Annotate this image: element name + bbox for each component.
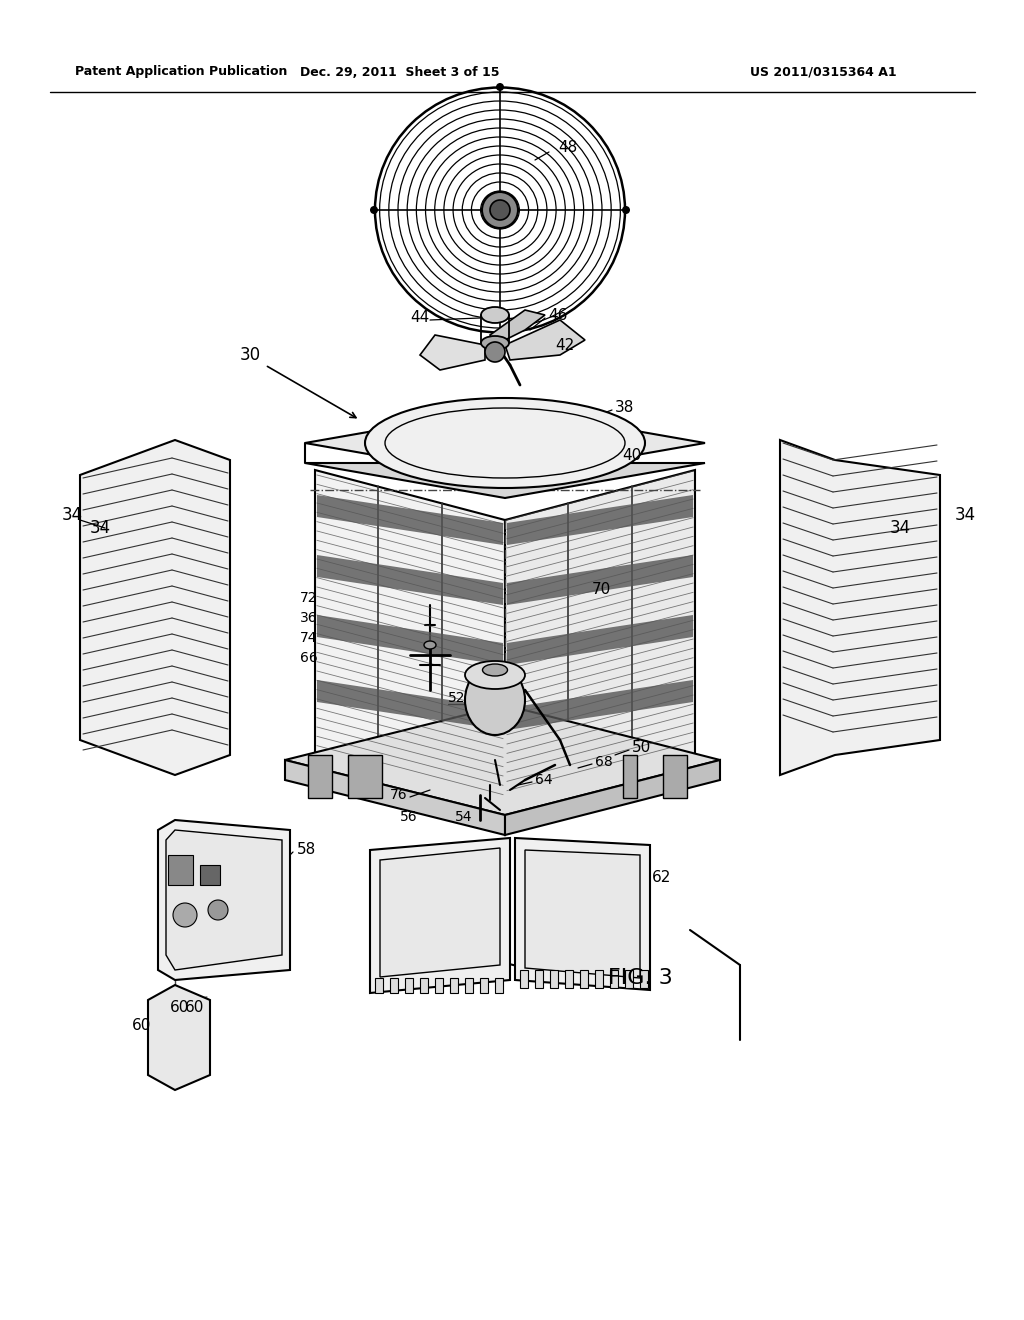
Bar [535, 970, 543, 987]
Bar [520, 970, 528, 987]
Circle shape [490, 201, 510, 220]
Ellipse shape [481, 337, 509, 350]
Bar [465, 978, 473, 993]
Polygon shape [158, 820, 290, 979]
Polygon shape [315, 470, 505, 810]
Text: 36: 36 [300, 611, 317, 624]
Polygon shape [166, 830, 282, 970]
Ellipse shape [365, 399, 645, 488]
Circle shape [482, 191, 518, 228]
Text: 58: 58 [297, 842, 316, 858]
Polygon shape [317, 554, 503, 605]
Text: 34: 34 [890, 519, 911, 537]
Text: Dec. 29, 2011  Sheet 3 of 15: Dec. 29, 2011 Sheet 3 of 15 [300, 66, 500, 78]
Circle shape [496, 83, 504, 91]
Bar [406, 978, 413, 993]
Text: 48: 48 [558, 140, 578, 156]
Text: 60: 60 [132, 1018, 152, 1032]
Polygon shape [420, 335, 485, 370]
Text: 56: 56 [400, 810, 418, 824]
Bar [550, 970, 558, 987]
Text: 34: 34 [955, 506, 976, 524]
Text: 60: 60 [185, 1001, 205, 1015]
Polygon shape [507, 554, 693, 605]
Text: 54: 54 [455, 810, 472, 824]
Ellipse shape [465, 665, 525, 735]
Polygon shape [515, 838, 650, 990]
Text: 68: 68 [595, 755, 612, 770]
Text: 72: 72 [300, 591, 317, 605]
Bar [390, 978, 398, 993]
Polygon shape [348, 755, 382, 799]
Polygon shape [505, 760, 720, 836]
Bar [565, 970, 573, 987]
Polygon shape [507, 495, 693, 545]
Polygon shape [285, 760, 505, 836]
Polygon shape [490, 310, 545, 345]
Text: 74: 74 [300, 631, 317, 645]
Text: 52: 52 [449, 690, 466, 705]
Text: 66: 66 [300, 651, 317, 665]
Text: US 2011/0315364 A1: US 2011/0315364 A1 [750, 66, 897, 78]
Text: 44: 44 [410, 310, 429, 326]
Ellipse shape [481, 308, 509, 323]
Text: 76: 76 [390, 788, 408, 803]
Bar [435, 978, 443, 993]
Text: 34: 34 [62, 506, 83, 524]
Polygon shape [285, 705, 720, 814]
Polygon shape [380, 847, 500, 977]
Polygon shape [305, 408, 705, 478]
Polygon shape [505, 470, 695, 810]
Bar [640, 970, 648, 987]
Circle shape [208, 900, 228, 920]
Text: 50: 50 [632, 741, 651, 755]
Polygon shape [80, 440, 230, 775]
Circle shape [496, 329, 504, 337]
Polygon shape [505, 319, 585, 360]
Polygon shape [148, 985, 210, 1090]
Bar [420, 978, 428, 993]
Bar [200, 865, 220, 884]
Text: 46: 46 [548, 308, 567, 322]
Bar [610, 970, 618, 987]
Text: 42: 42 [555, 338, 574, 352]
Polygon shape [317, 495, 503, 545]
Polygon shape [507, 680, 693, 730]
Bar [625, 970, 633, 987]
Bar [480, 978, 488, 993]
Ellipse shape [465, 661, 525, 689]
Polygon shape [507, 615, 693, 665]
Text: 40: 40 [622, 447, 641, 462]
Text: 38: 38 [615, 400, 635, 416]
Ellipse shape [424, 642, 436, 649]
Circle shape [622, 206, 630, 214]
Bar [450, 978, 458, 993]
Bar [375, 978, 383, 993]
Bar [580, 970, 588, 987]
Polygon shape [317, 680, 503, 730]
Polygon shape [623, 755, 637, 799]
Ellipse shape [482, 664, 508, 676]
Polygon shape [663, 755, 687, 799]
Polygon shape [305, 463, 705, 498]
Text: Patent Application Publication: Patent Application Publication [75, 66, 288, 78]
Polygon shape [317, 615, 503, 665]
Polygon shape [308, 755, 332, 799]
Circle shape [173, 903, 197, 927]
Text: 62: 62 [652, 870, 672, 886]
Text: FIG. 3: FIG. 3 [608, 968, 673, 987]
Polygon shape [780, 440, 940, 775]
Text: 30: 30 [240, 346, 261, 364]
Polygon shape [525, 850, 640, 978]
Circle shape [485, 342, 505, 362]
Text: 64: 64 [535, 774, 553, 787]
Text: 70: 70 [592, 582, 611, 598]
Text: 60: 60 [170, 1001, 189, 1015]
Text: 34: 34 [90, 519, 112, 537]
Bar [595, 970, 603, 987]
Polygon shape [370, 838, 510, 993]
Bar [168, 855, 193, 884]
Bar [495, 978, 503, 993]
Circle shape [370, 206, 378, 214]
